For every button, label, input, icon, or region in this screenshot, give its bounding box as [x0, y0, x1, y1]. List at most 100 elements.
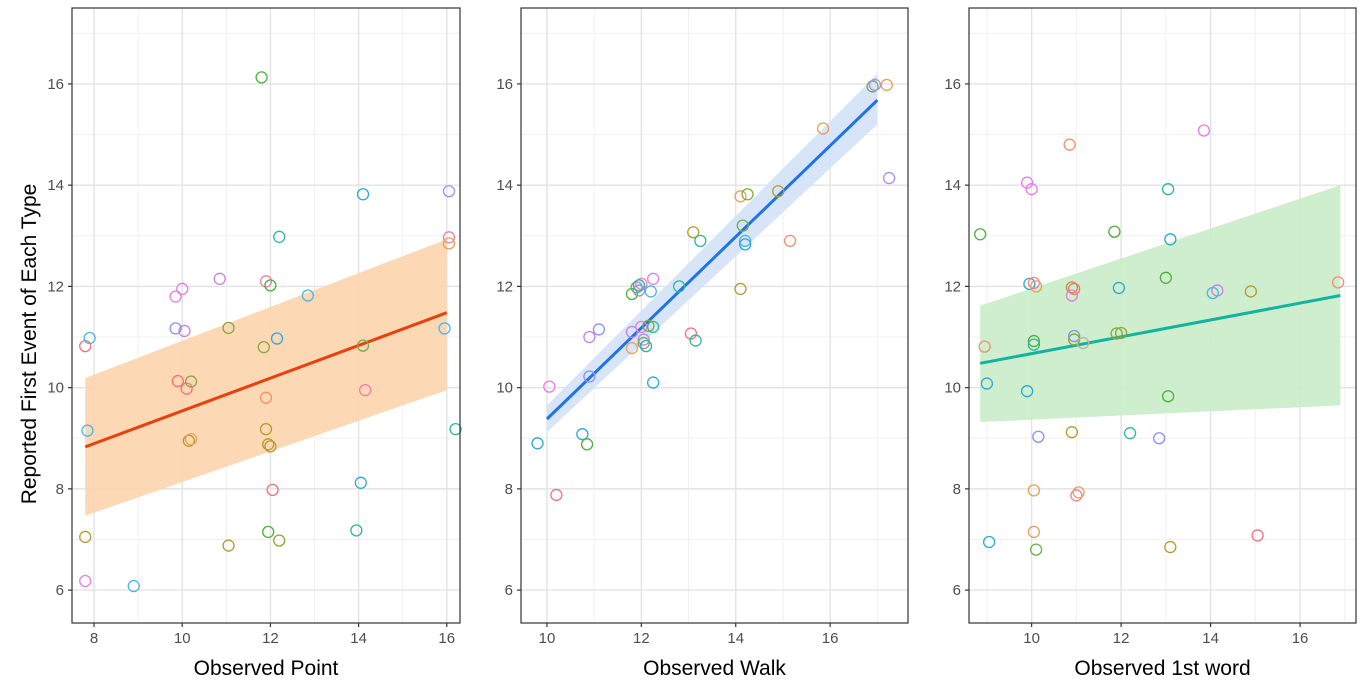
data-point [734, 282, 747, 296]
data-point [127, 579, 140, 593]
data-point [694, 234, 707, 247]
data-point [543, 380, 556, 393]
x-axis-title: Observed Walk [643, 657, 786, 680]
data-point [1065, 426, 1079, 439]
data-point [576, 428, 589, 441]
data-point [356, 339, 370, 352]
data-point [1027, 525, 1041, 539]
data-point [1244, 285, 1258, 298]
data-point [79, 574, 92, 588]
data-point [583, 370, 596, 383]
y-tick-label: 16 [47, 76, 64, 93]
data-point [81, 424, 94, 437]
data-point [266, 483, 279, 497]
y-tick-label: 10 [496, 380, 513, 397]
data-point [262, 438, 275, 451]
data-point [644, 285, 657, 298]
data-point [1108, 225, 1121, 238]
data-point [1112, 281, 1126, 295]
regression-line [979, 294, 1341, 365]
confidence-band [980, 185, 1341, 423]
data-point [264, 440, 277, 453]
data-point [1076, 336, 1090, 350]
data-point [442, 231, 456, 244]
y-tick-label: 8 [505, 481, 513, 498]
y-tick-label: 14 [496, 177, 513, 194]
data-point [273, 534, 286, 547]
data-point [1067, 282, 1081, 296]
data-point [880, 78, 893, 92]
data-point [868, 78, 882, 92]
x-tick-label: 14 [350, 630, 367, 647]
data-point [176, 282, 189, 296]
data-point [1023, 277, 1036, 291]
data-point [1065, 281, 1079, 294]
data-point [639, 339, 653, 353]
data-point [1027, 338, 1041, 351]
data-point [1027, 484, 1041, 497]
data-point [356, 188, 370, 201]
data-point [1067, 329, 1081, 343]
data-point [1027, 334, 1041, 348]
data-point [646, 272, 660, 285]
data-point [350, 524, 363, 537]
y-tick-label: 10 [47, 380, 64, 397]
x-tick-label: 14 [1202, 630, 1219, 647]
x-tick-label: 16 [438, 630, 455, 647]
data-point [1065, 289, 1079, 302]
y-tick-label: 16 [496, 76, 513, 93]
data-point [222, 321, 235, 335]
y-axis-title: Reported First Event of Each Type [18, 184, 41, 505]
data-point [1025, 183, 1038, 196]
data-point [646, 376, 660, 389]
x-tick-label: 12 [633, 630, 650, 647]
x-tick-label: 14 [727, 630, 744, 647]
data-point [1114, 326, 1128, 340]
data-point [583, 330, 596, 344]
data-point [169, 322, 182, 335]
y-tick-label: 6 [505, 582, 513, 599]
panel-border [520, 7, 909, 624]
y-tick-label: 12 [944, 278, 961, 295]
data-point [1110, 327, 1123, 340]
x-tick-label: 10 [1023, 630, 1040, 647]
x-tick-label: 16 [1292, 630, 1309, 647]
data-point [736, 219, 749, 232]
y-tick-label: 6 [953, 582, 961, 599]
regression-line [84, 311, 448, 449]
data-point [83, 331, 96, 345]
x-tick-label: 16 [822, 630, 839, 647]
data-point [625, 325, 639, 339]
data-point [1161, 183, 1175, 196]
data-point [635, 277, 648, 291]
data-point [1029, 280, 1043, 293]
data-point [449, 422, 462, 436]
data-point [184, 433, 198, 446]
data-point [1152, 432, 1166, 445]
x-axis-title: Observed Point [194, 657, 339, 680]
data-point [1021, 176, 1034, 189]
x-tick-label: 12 [1113, 630, 1130, 647]
x-tick-label: 8 [90, 630, 98, 647]
x-tick-label: 12 [262, 630, 279, 647]
x-axis-title: Observed 1st word [1074, 657, 1250, 680]
x-tick-label: 10 [174, 630, 191, 647]
x-tick-label: 10 [539, 630, 556, 647]
data-point [1251, 529, 1264, 542]
data-point [259, 275, 273, 288]
y-tick-label: 16 [944, 76, 961, 93]
data-point [1211, 284, 1224, 297]
data-point [257, 340, 270, 354]
data-point [1161, 390, 1175, 403]
data-point [259, 391, 273, 404]
data-point [1027, 276, 1041, 290]
data-point [980, 377, 994, 390]
data-point [646, 320, 660, 334]
data-point [1164, 233, 1177, 246]
data-point [169, 290, 182, 303]
y-tick-label: 8 [56, 481, 64, 498]
y-tick-label: 12 [47, 278, 64, 295]
y-tick-label: 14 [944, 177, 961, 194]
data-point [739, 234, 752, 247]
